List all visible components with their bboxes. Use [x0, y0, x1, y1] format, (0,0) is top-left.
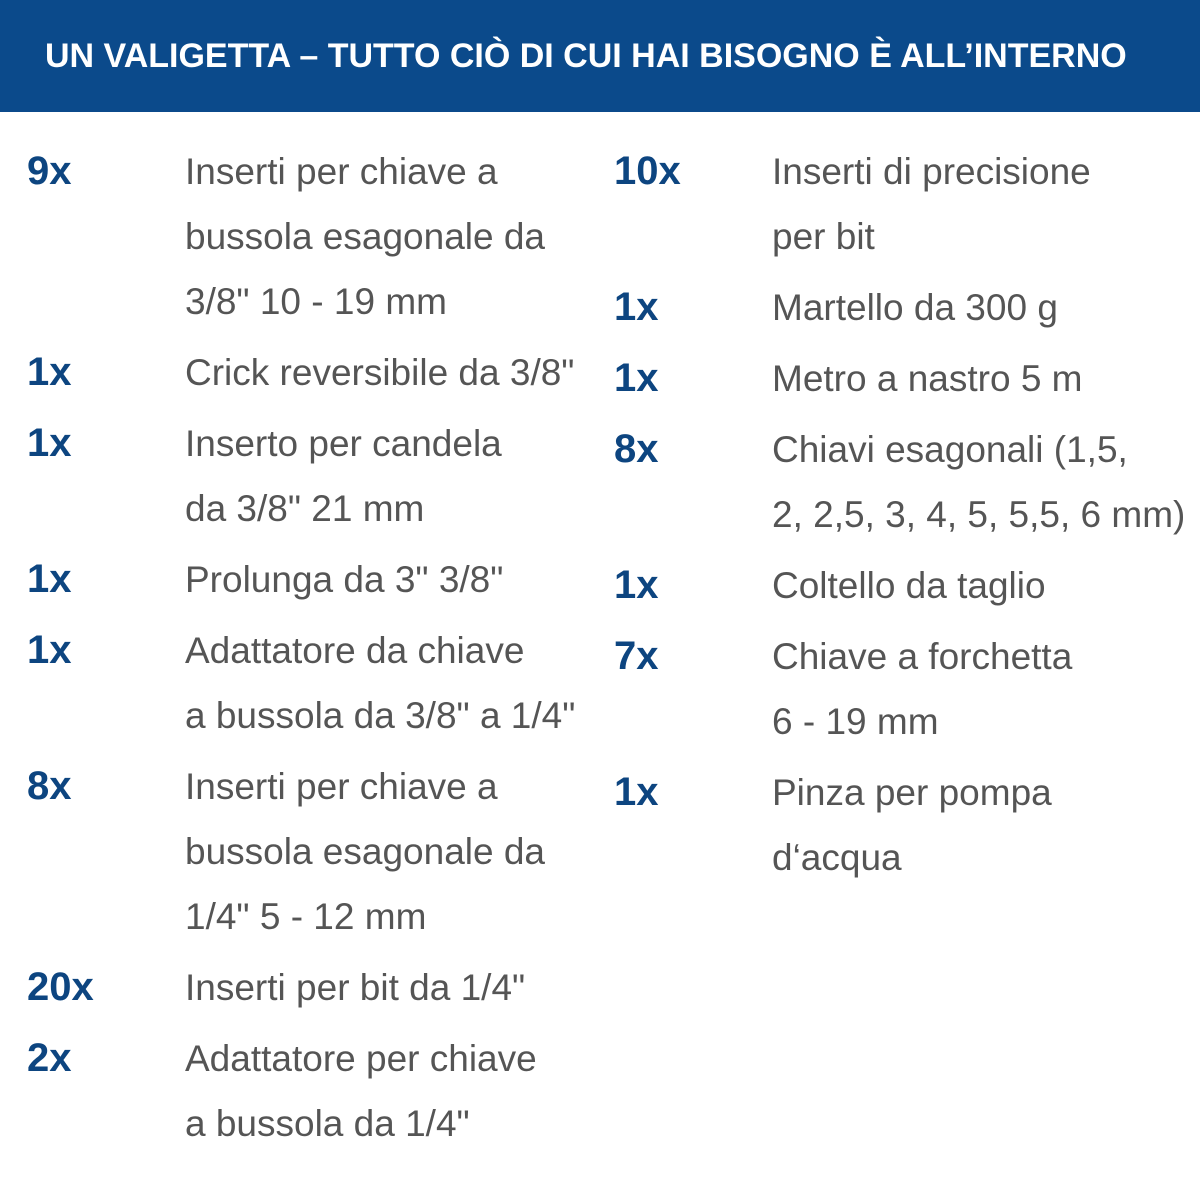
description-line: bussola esagonale da — [185, 831, 546, 872]
description-line: da 3/8" 21 mm — [185, 488, 425, 529]
description-line: Inserti per chiave a — [185, 766, 498, 807]
item: 9x Inserti per chiave a bussola esagonale … — [27, 139, 575, 334]
item: 8x Inserti per chiave a bussola esagonale … — [27, 754, 575, 949]
item: 8x Chiavi esagonali (1,5, 2, 2,5, 3, 4, 5,… — [614, 417, 1185, 547]
quantity: 20x — [27, 965, 94, 1009]
quantity: 1x — [27, 557, 72, 601]
quantity: 1x — [27, 421, 72, 465]
item: 1x Adattatore da chiave a bussola da 3/8" … — [27, 618, 575, 748]
description: Adattatore da chiave a bussola da 3/8" a … — [185, 618, 575, 748]
description-line: Inserti per bit da 1/4" — [185, 967, 526, 1008]
description-line: Metro a nastro 5 m — [772, 358, 1083, 399]
description: Inserti di precisione per bit — [772, 139, 1091, 269]
description: Chiavi esagonali (1,5, 2, 2,5, 3, 4, 5, 5… — [772, 417, 1185, 547]
description-line: per bit — [772, 216, 875, 257]
quantity: 1x — [614, 356, 659, 400]
description-line: Pinza per pompa — [772, 772, 1052, 813]
quantity: 1x — [614, 563, 659, 607]
description-line: Inserti per chiave a — [185, 151, 498, 192]
description-line: Adattatore da chiave — [185, 630, 525, 671]
description: Inserto per candela da 3/8" 21 mm — [185, 411, 502, 541]
quantity: 1x — [27, 350, 72, 394]
quantity: 7x — [614, 634, 659, 678]
description: Metro a nastro 5 m — [772, 346, 1083, 411]
item: 20x Inserti per bit da 1/4" — [27, 955, 575, 1020]
quantity: 1x — [614, 285, 659, 329]
item: 1x Pinza per pompa d‘acqua — [614, 760, 1185, 890]
quantity: 8x — [27, 764, 72, 808]
description-line: Chiave a forchetta — [772, 636, 1073, 677]
description-line: Coltello da taglio — [772, 565, 1046, 606]
description: Prolunga da 3" 3/8" — [185, 547, 503, 612]
item: 1x Metro a nastro 5 m — [614, 346, 1185, 411]
item: 10x Inserti di precisione per bit — [614, 139, 1185, 269]
description-line: a bussola da 3/8" a 1/4" — [185, 695, 576, 736]
quantity: 8x — [614, 427, 659, 471]
quantity: 2x — [27, 1036, 72, 1080]
description-line: Prolunga da 3" 3/8" — [185, 559, 504, 600]
content: 9x Inserti per chiave a bussola esagonale … — [0, 112, 1200, 1144]
description-line: Inserti di precisione — [772, 151, 1091, 192]
description-line: 1/4" 5 - 12 mm — [185, 896, 427, 937]
description-line: Adattatore per chiave — [185, 1038, 537, 1079]
item: 1x Crick reversibile da 3/8" — [27, 340, 575, 405]
description-line: Crick reversibile da 3/8" — [185, 352, 575, 393]
item: 1x Martello da 300 g — [614, 275, 1185, 340]
description: Crick reversibile da 3/8" — [185, 340, 574, 405]
description-line: d‘acqua — [772, 837, 902, 878]
description: Inserti per bit da 1/4" — [185, 955, 525, 1020]
description-line: 3/8" 10 - 19 mm — [185, 281, 447, 322]
quantity: 10x — [614, 149, 681, 193]
column: 10x Inserti di precisione per bit 1x Martell… — [614, 139, 1185, 896]
item: 7x Chiave a forchetta 6 - 19 mm — [614, 624, 1185, 754]
description-line: 2, 2,5, 3, 4, 5, 5,5, 6 mm) — [772, 494, 1186, 535]
quantity: 1x — [27, 628, 72, 672]
description: Inserti per chiave a bussola esagonale da… — [185, 139, 545, 334]
description-line: a bussola da 1/4" — [185, 1103, 470, 1144]
description-line: bussola esagonale da — [185, 216, 546, 257]
description-line: Chiavi esagonali (1,5, — [772, 429, 1128, 470]
description: Coltello da taglio — [772, 553, 1046, 618]
description: Inserti per chiave a bussola esagonale da… — [185, 754, 545, 949]
item: 1x Inserto per candela da 3/8" 21 mm — [27, 411, 575, 541]
description: Pinza per pompa d‘acqua — [772, 760, 1052, 890]
description: Martello da 300 g — [772, 275, 1058, 340]
item: 1x Coltello da taglio — [614, 553, 1185, 618]
item: 2x Adattatore per chiave a bussola da 1/4" — [27, 1026, 575, 1156]
description-line: Martello da 300 g — [772, 287, 1058, 328]
description-line: Inserto per candela — [185, 423, 502, 464]
quantity: 9x — [27, 149, 72, 193]
item: 1x Prolunga da 3" 3/8" — [27, 547, 575, 612]
quantity: 1x — [614, 770, 659, 814]
description: Chiave a forchetta 6 - 19 mm — [772, 624, 1072, 754]
description-line: 6 - 19 mm — [772, 701, 939, 742]
column: 9x Inserti per chiave a bussola esagonale … — [27, 139, 575, 1162]
header-title: UN VALIGETTA – TUTTO CIÒ DI CUI HAI BISO… — [0, 0, 1200, 112]
description: Adattatore per chiave a bussola da 1/4" — [185, 1026, 537, 1156]
